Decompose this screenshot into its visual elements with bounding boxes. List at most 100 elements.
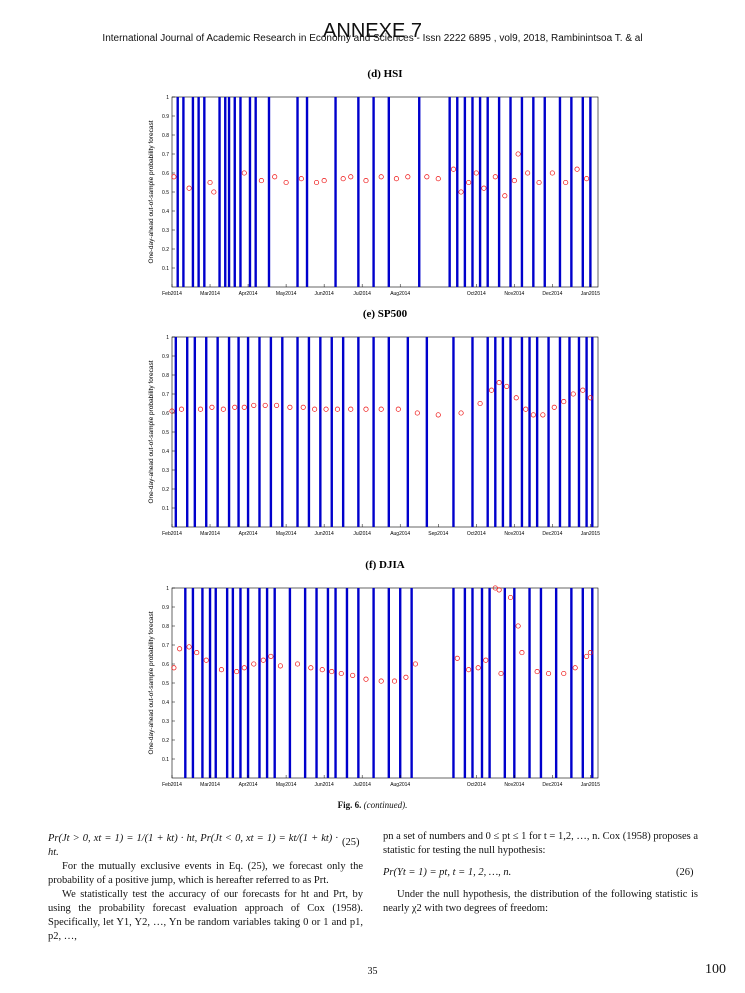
y-tick-label: 1 — [166, 586, 169, 592]
caption-text: (continued). — [363, 800, 408, 810]
forecast-point — [207, 179, 213, 186]
chart-title: (e) SP500 — [363, 308, 408, 320]
x-tick-label: Jun2014 — [315, 531, 334, 537]
forecast-point — [405, 174, 411, 180]
paragraph: Under the null hypothesis, the distribut… — [383, 889, 698, 914]
annex-title: ANNEXE 7 — [323, 20, 422, 42]
caption-label: Fig. 6. — [337, 800, 362, 810]
x-tick-label: Feb2014 — [162, 531, 182, 537]
equation: Pr(Jt > 0, xt = 1) = 1/(1 + kt) · ht, Pr… — [48, 833, 338, 858]
forecast-point — [294, 661, 301, 667]
forecast-point — [348, 174, 354, 180]
x-tick-label: Dec2014 — [542, 782, 562, 788]
forecast-point — [450, 166, 457, 172]
forecast-point — [298, 176, 304, 182]
forecast-point — [350, 672, 356, 678]
forecast-point — [209, 404, 215, 410]
forecast-point — [194, 650, 200, 656]
paragraph: We statistically test the accuracy of ou… — [48, 889, 363, 942]
forecast-point — [525, 170, 531, 176]
journal-header: International Journal of Academic Resear… — [102, 33, 643, 44]
forecast-point — [483, 657, 489, 663]
forecast-point — [473, 170, 479, 176]
forecast-point — [283, 179, 289, 186]
y-tick-label: 0.7 — [162, 643, 169, 649]
y-tick-label: 0.5 — [162, 681, 169, 687]
forecast-point — [475, 665, 481, 671]
x-tick-label: Oct2014 — [467, 291, 486, 297]
forecast-point — [580, 387, 586, 393]
x-tick-label: Nov2014 — [504, 782, 524, 788]
x-tick-label: Oct2014 — [467, 531, 486, 537]
x-tick-label: Aug2014 — [390, 531, 410, 537]
y-tick-label: 0.9 — [162, 114, 169, 120]
forecast-point — [496, 380, 502, 386]
y-tick-label: 0.4 — [162, 209, 169, 215]
forecast-point — [262, 402, 268, 408]
x-tick-label: Nov2014 — [504, 531, 524, 537]
forecast-point — [319, 667, 325, 673]
forecast-point — [549, 170, 555, 176]
forecast-point — [515, 623, 521, 629]
x-tick-label: Mar2014 — [200, 531, 220, 537]
forecast-point — [412, 661, 418, 667]
paragraph: For the mutually exclusive events in Eq.… — [48, 861, 363, 886]
forecast-point — [534, 669, 540, 675]
forecast-point — [393, 176, 399, 182]
forecast-point — [584, 176, 590, 182]
forecast-point — [492, 174, 498, 180]
forecast-point — [511, 178, 517, 184]
forecast-point — [584, 653, 590, 659]
x-tick-label: Jul2014 — [353, 531, 371, 537]
x-tick-label: Mar2014 — [200, 782, 220, 788]
equation-number: (25) — [342, 837, 360, 848]
x-tick-label: Oct2014 — [467, 782, 486, 788]
forecast-point — [378, 678, 384, 684]
forecast-point — [268, 653, 274, 659]
forecast-point — [287, 404, 293, 410]
forecast-point — [340, 176, 346, 182]
forecast-point — [251, 661, 257, 667]
forecast-point — [211, 189, 217, 195]
forecast-point — [171, 665, 177, 671]
y-tick-label: 0.3 — [162, 228, 169, 234]
y-tick-label: 0.4 — [162, 700, 169, 706]
equation: Pr(Yt = 1) = pt, t = 1, 2, …, n. — [383, 867, 512, 878]
y-tick-label: 0.1 — [162, 757, 169, 763]
y-tick-label: 1 — [166, 335, 169, 341]
forecast-point — [488, 387, 495, 393]
annex-page-number: 100 — [705, 962, 726, 977]
y-tick-label: 0.7 — [162, 152, 169, 158]
forecast-point — [477, 400, 483, 407]
y-tick-label: 0.2 — [162, 738, 169, 744]
x-tick-label: May2014 — [276, 531, 297, 537]
page-number: 35 — [367, 966, 378, 977]
forecast-point — [403, 674, 409, 680]
forecast-point — [458, 189, 464, 195]
x-tick-label: Apr2014 — [239, 531, 258, 537]
forecast-point — [504, 383, 510, 389]
forecast-point — [300, 404, 306, 410]
forecast-point — [312, 406, 318, 412]
forecast-point — [481, 185, 487, 191]
forecast-point — [546, 670, 552, 677]
forecast-point — [241, 665, 247, 671]
forecast-point — [496, 587, 502, 593]
y-tick-label: 0.5 — [162, 430, 169, 436]
chart-title: (d) HSI — [367, 68, 402, 80]
forecast-point — [251, 402, 257, 408]
forecast-point — [519, 650, 525, 656]
y-tick-label: 0.9 — [162, 605, 169, 611]
forecast-point — [540, 412, 546, 418]
x-tick-label: Dec2014 — [542, 291, 562, 297]
forecast-point — [323, 406, 329, 412]
forecast-point — [363, 406, 369, 412]
forecast-point — [513, 395, 519, 401]
forecast-point — [378, 174, 384, 180]
forecast-point — [587, 650, 593, 656]
forecast-point — [378, 406, 384, 412]
x-tick-label: Jul2014 — [353, 291, 371, 297]
x-tick-label: Jul2014 — [353, 782, 371, 788]
x-tick-label: Feb2014 — [162, 291, 182, 297]
figure: (d) HSI One-day-ahead out-of-sample proba… — [148, 68, 600, 788]
